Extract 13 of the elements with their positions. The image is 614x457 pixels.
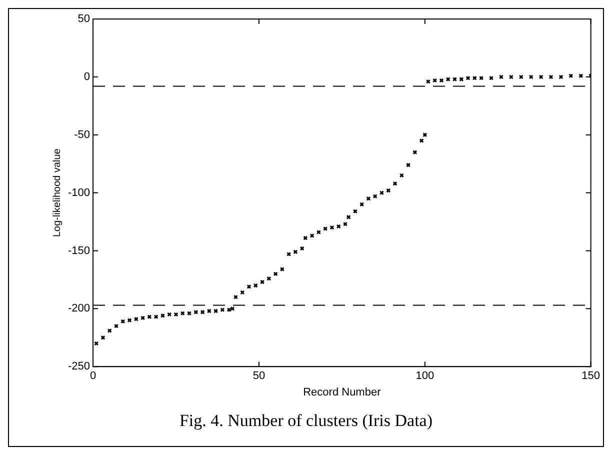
y-tick-label: -50	[74, 128, 90, 141]
x-tick-label: 100	[416, 370, 434, 382]
caption: Fig. 4. Number of clusters (Iris Data)	[178, 411, 434, 431]
y-tick-label: -200	[68, 302, 90, 315]
y-tick-label: -150	[68, 244, 90, 257]
y-axis-title: Log-likelihood value	[52, 148, 63, 238]
y-tick-label: -250	[68, 360, 90, 373]
x-tick-label: 150	[582, 370, 600, 382]
y-tick-label: -100	[68, 186, 90, 199]
y-tick-label: 50	[78, 13, 90, 26]
x-axis-title: Record Number	[303, 386, 382, 398]
y-tick-label: 0	[84, 70, 90, 83]
x-tick-label: 50	[252, 370, 266, 382]
